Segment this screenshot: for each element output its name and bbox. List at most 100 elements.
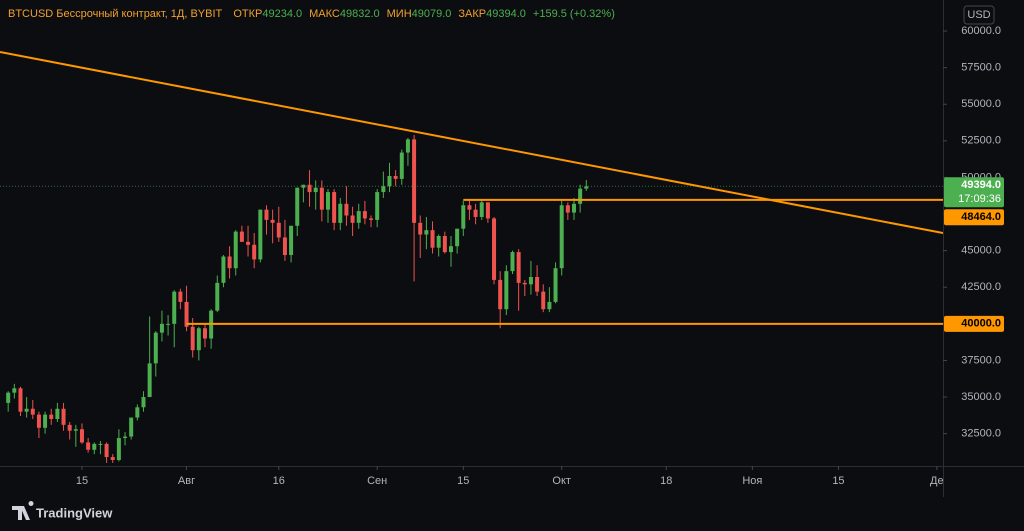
price-label-countdown: 17:09:36 bbox=[958, 193, 1001, 205]
price-label-box bbox=[944, 177, 1004, 208]
candle-body bbox=[510, 252, 515, 272]
candle-body bbox=[479, 202, 484, 217]
candle-body bbox=[442, 236, 447, 253]
candle-body bbox=[110, 457, 115, 460]
legend-field-value: 49394.0 bbox=[486, 8, 526, 20]
candle-body bbox=[282, 237, 287, 256]
x-tick-label: Ноя bbox=[742, 475, 762, 487]
candle-body bbox=[43, 414, 48, 428]
candle-body bbox=[246, 241, 251, 245]
candle-body bbox=[528, 276, 533, 285]
candle-body bbox=[12, 388, 17, 393]
y-tick-label: 55000.0 bbox=[961, 98, 1001, 110]
candle-body bbox=[123, 436, 128, 439]
candle-body bbox=[24, 408, 29, 412]
candle-body bbox=[559, 205, 564, 269]
x-tick-label: Окт bbox=[552, 475, 571, 487]
candle-body bbox=[166, 323, 171, 325]
x-tick-label: Авг bbox=[178, 475, 195, 487]
candle-body bbox=[159, 323, 164, 333]
candle-body bbox=[387, 175, 392, 187]
candle-body bbox=[492, 218, 497, 280]
candle-body bbox=[412, 139, 417, 223]
x-tick-label: Сен bbox=[367, 475, 387, 487]
candle-body bbox=[67, 424, 72, 431]
candle-body bbox=[485, 202, 490, 219]
price-label: 40000.0 bbox=[961, 318, 1001, 330]
x-tick-label: 15 bbox=[457, 475, 469, 487]
x-tick-label: Де bbox=[930, 475, 944, 487]
candle-body bbox=[313, 187, 318, 193]
candle-body bbox=[258, 209, 263, 260]
candle-body bbox=[252, 244, 257, 260]
price-label-box bbox=[944, 209, 1004, 226]
legend-field-value: 49079.0 bbox=[411, 8, 452, 20]
candle-body bbox=[436, 236, 441, 248]
candle-body bbox=[86, 442, 91, 450]
candle-body bbox=[49, 414, 54, 420]
candle-body bbox=[116, 438, 121, 460]
candle-body bbox=[325, 192, 330, 210]
legend-field-label: МИН bbox=[386, 8, 412, 20]
candle-body bbox=[30, 408, 35, 415]
currency-box[interactable] bbox=[963, 5, 995, 25]
price-label: 49394.0 bbox=[961, 179, 1001, 191]
candle-body bbox=[393, 175, 398, 179]
candle-body bbox=[289, 225, 294, 256]
candle-body bbox=[172, 291, 177, 324]
x-tick-label: 16 bbox=[273, 475, 285, 487]
candle-body bbox=[73, 429, 78, 431]
brand-name: TradingView bbox=[36, 505, 113, 520]
candle-body bbox=[129, 417, 134, 437]
candle-body bbox=[295, 187, 300, 226]
candle-body bbox=[344, 203, 349, 216]
symbol: BTCUSD Бессрочный контракт, 1Д, BYBIT bbox=[8, 8, 223, 20]
candle-body bbox=[375, 192, 380, 220]
candle-body bbox=[153, 332, 158, 364]
candle-body bbox=[141, 397, 146, 408]
candle-body bbox=[467, 205, 472, 210]
candle-body bbox=[319, 187, 324, 210]
candle-body bbox=[584, 186, 589, 189]
candle-body bbox=[307, 184, 312, 193]
candle-body bbox=[227, 256, 232, 269]
plot bbox=[0, 50, 943, 463]
candle-body bbox=[270, 219, 275, 223]
logo-icon bbox=[12, 501, 34, 520]
candle-body bbox=[381, 186, 386, 193]
y-tick-label: 52500.0 bbox=[961, 135, 1001, 147]
y-tick-label: 35000.0 bbox=[961, 391, 1001, 403]
candle-body bbox=[135, 407, 140, 418]
candle-body bbox=[104, 443, 109, 458]
candle-body bbox=[18, 388, 23, 412]
x-tick-label: 18 bbox=[660, 475, 672, 487]
x-tick-label: 15 bbox=[76, 475, 88, 487]
candle-body bbox=[362, 211, 367, 219]
legend-field-label: ОТКР bbox=[233, 8, 263, 20]
brand-logo[interactable]: TradingView bbox=[12, 501, 113, 520]
candle-body bbox=[473, 209, 478, 217]
candle-body bbox=[264, 209, 269, 220]
candle-body bbox=[184, 301, 189, 327]
candle-body bbox=[565, 205, 570, 213]
candle-body bbox=[215, 282, 220, 311]
price-label: 48464.0 bbox=[961, 211, 1001, 223]
candle-body bbox=[571, 203, 576, 213]
candle-body bbox=[430, 230, 435, 248]
candle-body bbox=[338, 203, 343, 223]
candle-body bbox=[98, 443, 103, 445]
price-label-box bbox=[944, 315, 1004, 332]
candle-body bbox=[356, 211, 361, 223]
candle-body bbox=[178, 291, 183, 302]
candle-body bbox=[516, 252, 521, 283]
candle-body bbox=[448, 246, 453, 253]
candle-body bbox=[276, 222, 281, 238]
candle-body bbox=[424, 230, 429, 235]
candle-body bbox=[196, 328, 201, 351]
legend-field-label: МАКС bbox=[309, 8, 340, 20]
candle-body bbox=[55, 408, 60, 420]
candle-body bbox=[461, 205, 466, 229]
candle-body bbox=[522, 282, 527, 285]
candle-body bbox=[399, 152, 404, 179]
